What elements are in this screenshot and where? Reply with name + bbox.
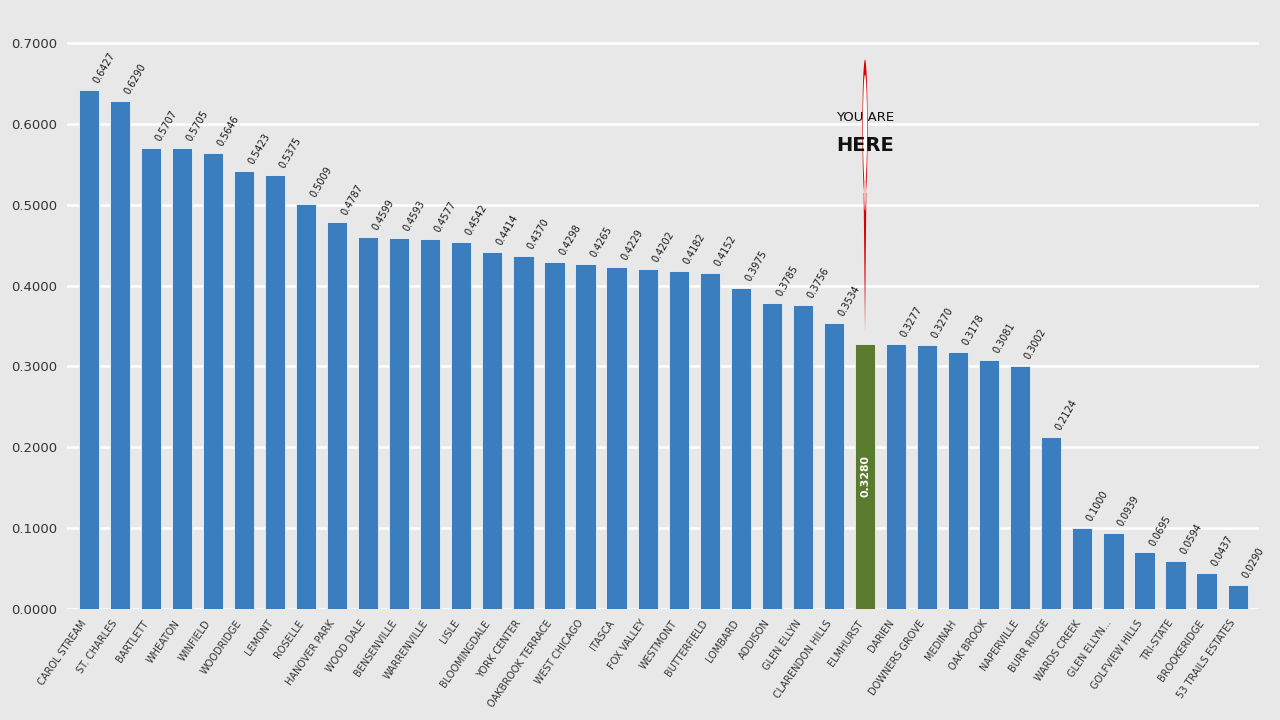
Bar [1010,366,1030,608]
Text: 0.3785: 0.3785 [774,264,800,298]
Bar [78,90,99,608]
Bar [762,303,782,608]
Circle shape [863,75,867,181]
Text: 0.3277: 0.3277 [899,305,924,339]
Bar [1073,528,1092,608]
Circle shape [864,172,865,210]
Bar [1165,561,1185,608]
Text: 0.5646: 0.5646 [215,114,241,148]
Bar [668,271,689,608]
Bar [483,252,503,608]
Bar [792,305,813,608]
Text: 0.0437: 0.0437 [1210,534,1235,568]
Text: 0.4229: 0.4229 [620,228,645,262]
Bar [234,171,253,608]
Bar [948,352,968,608]
Text: 0.5707: 0.5707 [154,109,179,143]
Text: 0.3178: 0.3178 [961,313,986,347]
Bar [141,148,161,608]
Bar [1197,573,1217,608]
Text: 0.3756: 0.3756 [805,266,831,300]
Text: 0.0290: 0.0290 [1240,546,1266,580]
Bar [979,360,1000,608]
Text: 0.3081: 0.3081 [992,321,1018,355]
Bar [544,261,564,608]
Text: 0.1000: 0.1000 [1085,489,1110,523]
Bar [1134,552,1155,608]
Text: 0.4370: 0.4370 [526,217,552,251]
Text: 0.6290: 0.6290 [122,62,147,96]
Bar [886,344,906,608]
Text: 0.0594: 0.0594 [1178,521,1203,556]
Text: 0.5423: 0.5423 [247,132,273,166]
Bar [296,204,316,608]
Bar [1103,533,1124,608]
Text: 0.3534: 0.3534 [836,284,861,318]
Bar [576,264,595,608]
Circle shape [863,60,868,197]
Text: 0.4577: 0.4577 [433,199,458,234]
Bar [420,239,440,608]
Text: 0.4182: 0.4182 [681,232,707,266]
Text: 0.3280: 0.3280 [860,455,870,497]
Text: 0.4593: 0.4593 [402,199,428,233]
Text: 0.0695: 0.0695 [1147,513,1172,548]
Polygon shape [864,193,867,332]
Text: 0.4265: 0.4265 [588,225,613,259]
Text: 0.3002: 0.3002 [1023,327,1048,361]
Text: 0.4787: 0.4787 [339,183,365,217]
Bar [1041,437,1061,608]
Text: HERE: HERE [836,136,893,155]
Bar [637,269,658,608]
Text: 0.3270: 0.3270 [929,305,955,340]
Text: 0.6427: 0.6427 [91,50,116,85]
Text: 0.0939: 0.0939 [1116,494,1142,528]
Text: 0.4202: 0.4202 [650,230,676,264]
Bar [855,343,876,608]
Bar [358,238,379,608]
Text: 0.5009: 0.5009 [308,165,334,199]
Bar [824,323,844,608]
Bar [202,153,223,608]
Bar [607,267,627,608]
Text: 0.2124: 0.2124 [1053,398,1079,432]
Bar [326,222,347,608]
Text: 0.5705: 0.5705 [184,109,210,143]
Bar [452,242,471,608]
Bar [513,256,534,608]
Bar [110,101,129,608]
Bar [389,238,410,608]
Bar [731,287,751,608]
Bar [1228,585,1248,608]
Text: 0.4542: 0.4542 [463,202,489,237]
Bar [916,345,937,608]
Text: 0.4298: 0.4298 [557,222,582,257]
Text: 0.3975: 0.3975 [744,248,769,283]
Text: 0.4599: 0.4599 [371,198,397,233]
Text: 0.4152: 0.4152 [712,234,737,269]
Text: YOU ARE: YOU ARE [836,112,893,125]
Bar [700,274,719,608]
Bar [265,174,285,608]
Text: 0.5375: 0.5375 [278,135,303,170]
Text: 0.4414: 0.4414 [495,213,521,248]
Bar [172,148,192,608]
